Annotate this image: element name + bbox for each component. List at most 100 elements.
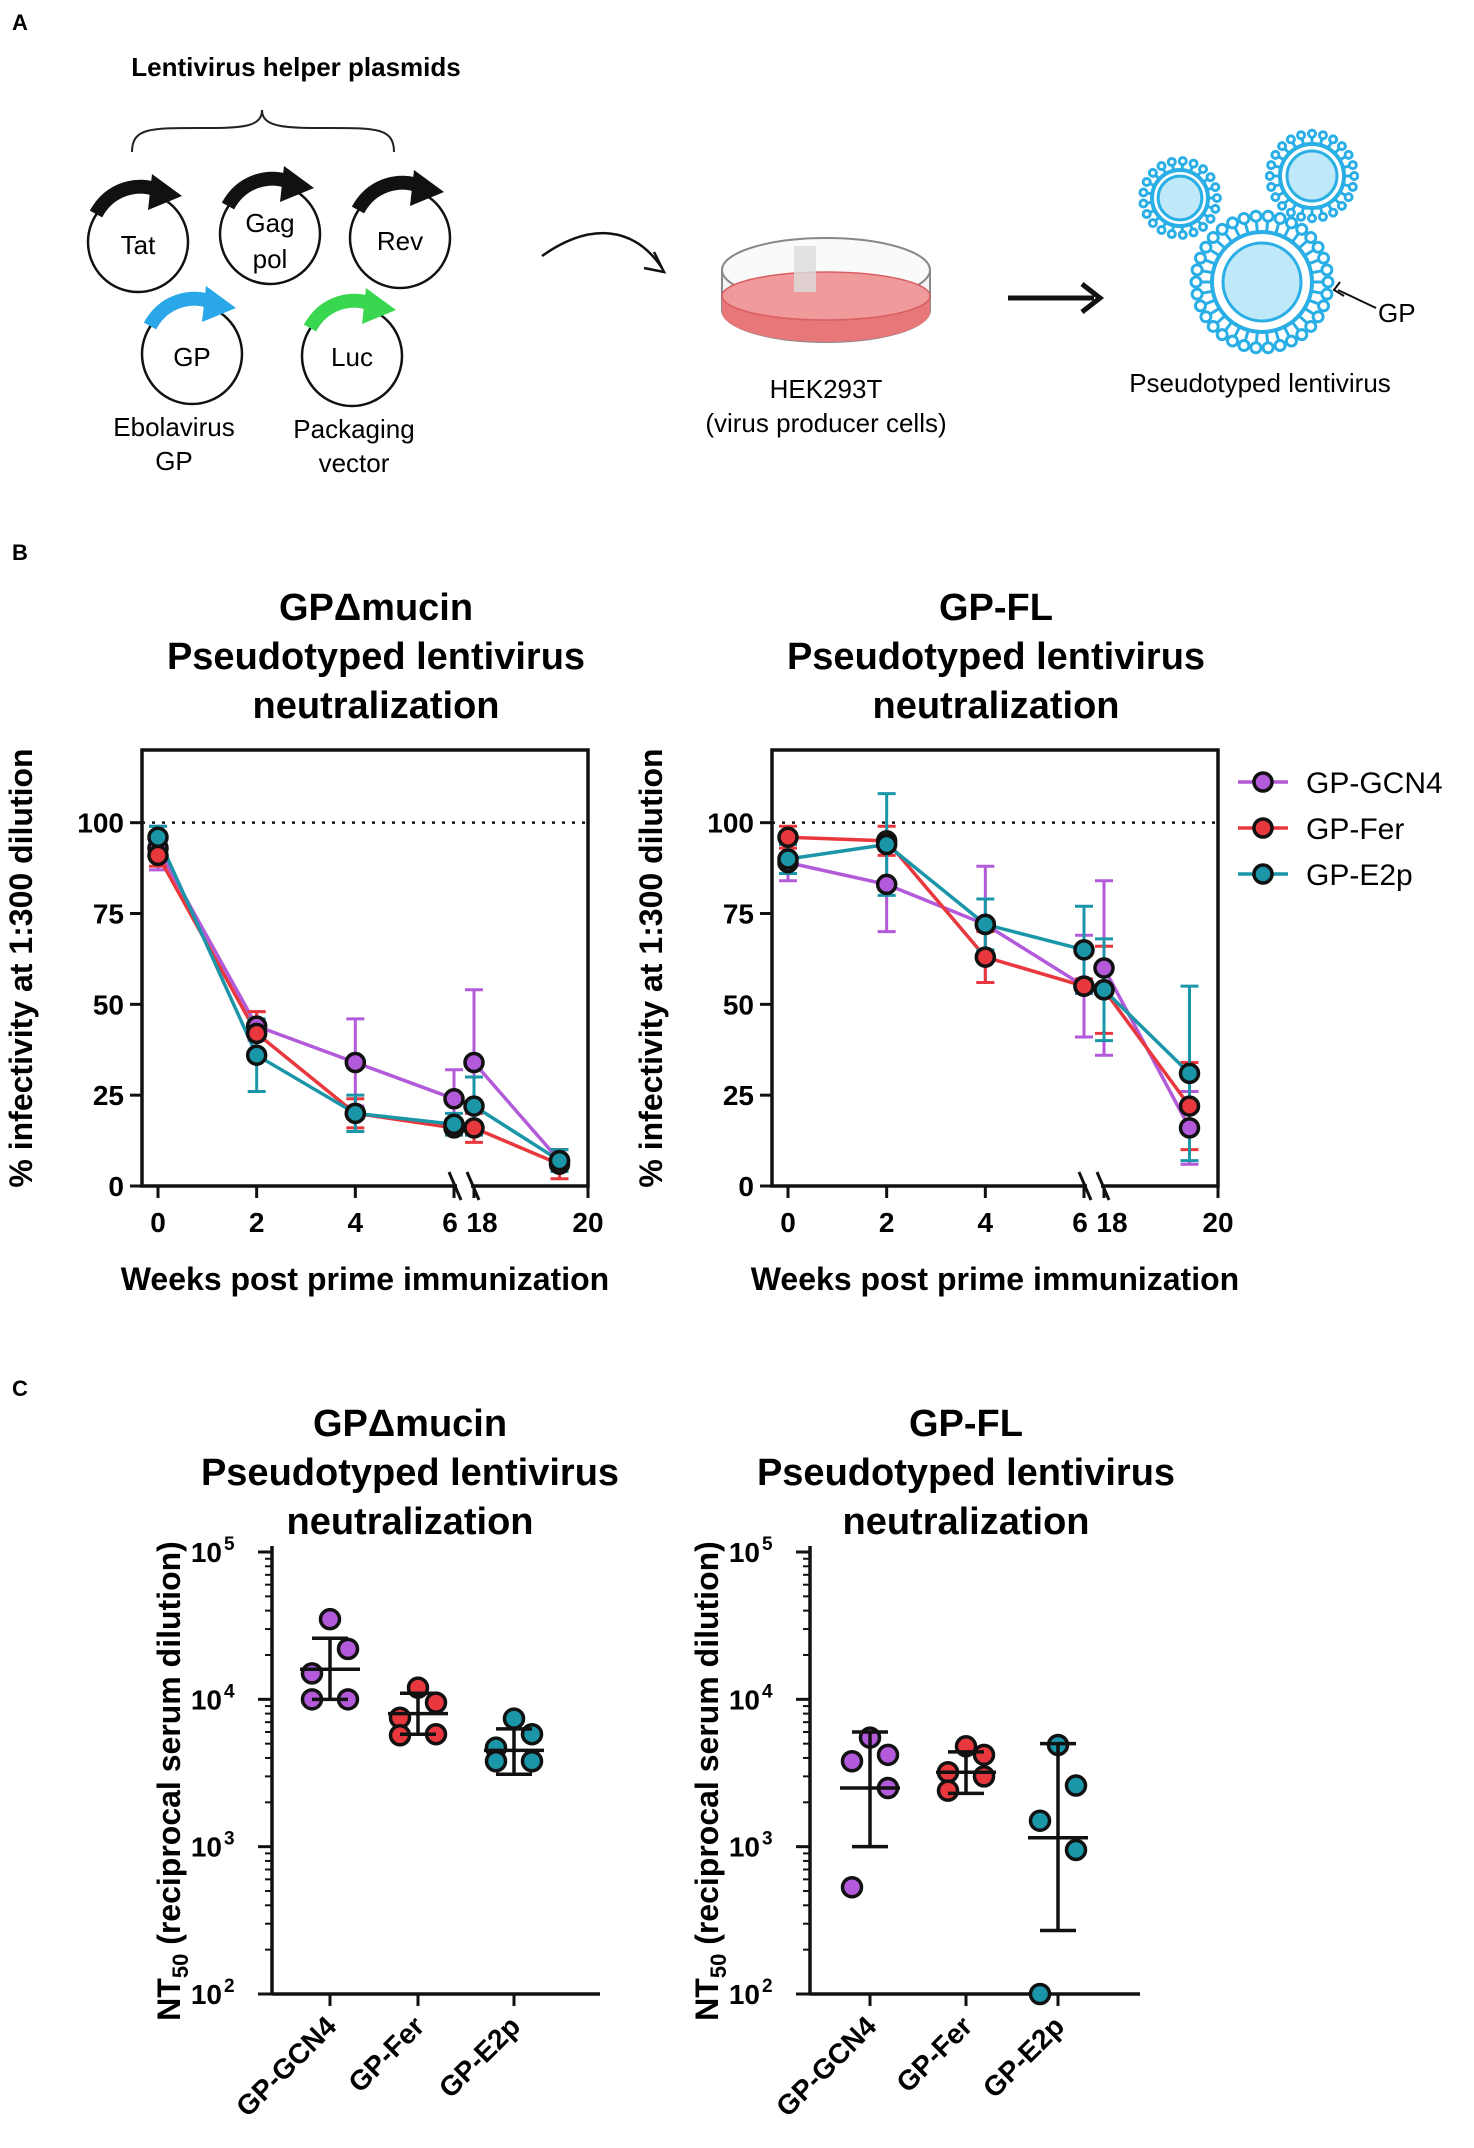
y-tick-exponent: 3 — [224, 1829, 235, 1850]
data-point-gp-e2p — [1178, 1062, 1201, 1085]
y-tick-label: 75 — [93, 899, 124, 930]
petri-dish-icon — [721, 237, 931, 343]
data-point-gp-e2p — [502, 1707, 526, 1730]
data-point-gp-gcn4 — [344, 1051, 367, 1074]
data-point-gp-fer — [424, 1691, 448, 1714]
plot-frame — [140, 748, 590, 1188]
data-point-gp-gcn4 — [840, 1749, 864, 1773]
data-point-gp-fer — [463, 1117, 485, 1139]
x-axis-label: Weeks post prime immunization — [121, 1261, 609, 1297]
y-tick-label: 10 — [729, 1684, 760, 1715]
panel-label-a: A — [12, 10, 28, 35]
y-tick-label: 100 — [707, 808, 754, 839]
axis-break-mark — [447, 1171, 463, 1201]
data-point-gp-fer — [974, 946, 997, 968]
data-point-gp-fer — [1178, 1095, 1201, 1117]
y-tick-exponent: 4 — [762, 1681, 773, 1702]
data-point-gp-fer — [777, 826, 799, 848]
x-category-label: GP-GCN4 — [770, 2010, 882, 2122]
panel-c: C GPΔmucin Pseudotyped lentivirus neutrali… — [12, 1376, 1175, 2122]
y-tick-label: 10 — [729, 1537, 760, 1568]
panel-b: B GPΔmucin Pseudotyped lentivirus neutrali… — [3, 540, 1443, 1297]
data-point-gp-e2p — [974, 913, 997, 936]
data-point-gp-e2p — [777, 848, 799, 870]
legend-marker — [1252, 817, 1274, 839]
data-point-gp-fer — [245, 1022, 268, 1045]
legend-marker — [1252, 771, 1274, 793]
rev-plasmid: Rev — [348, 170, 452, 290]
y-tick-label: 10 — [729, 1832, 760, 1863]
pseudotyped-virus-icons — [1138, 128, 1360, 355]
series-line-gp-e2p — [156, 836, 455, 1126]
rev-label: Rev — [377, 226, 423, 256]
gag-label: Gag — [245, 208, 294, 238]
series-line-gp-gcn4 — [156, 847, 455, 1101]
tat-plasmid: Tat — [86, 174, 190, 294]
axis-break-mark — [465, 1171, 481, 1201]
x-tick-label: 18 — [1096, 1207, 1127, 1238]
ebolavirus-caption: Ebolavirus — [113, 412, 234, 442]
panel-a: A Lentivirus helper plasmids Tat Gag pol… — [12, 10, 1416, 478]
chart-title-line: GPΔmucin — [313, 1403, 507, 1445]
data-point-gp-e2p — [484, 1749, 508, 1773]
data-point-gp-e2p — [1064, 1838, 1088, 1862]
x-tick-label: 6 — [442, 1207, 458, 1238]
legend-label: GP-Fer — [1306, 813, 1404, 846]
data-point-gp-gcn4 — [336, 1637, 360, 1661]
luc-label: Luc — [331, 342, 373, 372]
x-tick-label: 4 — [978, 1207, 994, 1238]
chart-c-left: GPΔmucin Pseudotyped lentivirus neutraliza… — [151, 1403, 619, 2122]
gp-plasmid-label: GP — [173, 342, 211, 372]
y-tick-label: 100 — [77, 808, 124, 839]
vector-caption: vector — [319, 448, 390, 478]
x-tick-label: 0 — [150, 1207, 166, 1238]
y-tick-exponent: 2 — [762, 1976, 773, 1997]
y-tick-label: 10 — [729, 1979, 760, 2010]
y-tick-label: 10 — [191, 1979, 222, 2010]
y-tick-label: 0 — [738, 1171, 754, 1202]
data-point-gp-fer — [972, 1743, 996, 1767]
packaging-caption: Packaging — [293, 414, 414, 444]
y-tick-label: 75 — [723, 899, 754, 930]
helper-brace — [131, 109, 395, 153]
x-category-label: GP-Fer — [890, 2010, 978, 2098]
data-point-gp-e2p — [548, 1149, 571, 1172]
series-line-gp-gcn4 — [787, 860, 1085, 988]
data-point-gp-e2p — [1093, 979, 1115, 1001]
chart-title-line: neutralization — [252, 685, 499, 727]
y-tick-label: 10 — [191, 1684, 222, 1715]
data-point-gp-fer — [972, 1765, 996, 1788]
chart-legend: GP-GCN4 GP-Fer GP-E2p — [1238, 767, 1443, 892]
y-axis-label: NT50 (reciprocal serum dilution) — [151, 1541, 193, 2021]
chart-title-line: Pseudotyped lentivirus — [167, 636, 585, 678]
chart-title-line: GP-FL — [909, 1403, 1023, 1445]
data-point-gp-e2p — [463, 1095, 485, 1117]
data-point-gp-e2p — [1028, 1982, 1052, 2006]
chart-c-right: GP-FL Pseudotyped lentivirus neutralizatio… — [689, 1403, 1175, 2122]
data-point-gp-e2p — [147, 826, 169, 848]
data-point-gp-e2p — [1064, 1774, 1088, 1797]
plot-frame — [770, 748, 1220, 1188]
helper-title: Lentivirus helper plasmids — [131, 52, 460, 82]
axis-break-mark — [1095, 1171, 1111, 1201]
panel-label-b: B — [12, 540, 28, 565]
data-point-gp-e2p — [1028, 1809, 1052, 1832]
ebolavirus-gp-caption: GP — [155, 446, 193, 476]
data-point-gp-fer — [936, 1779, 960, 1802]
data-point-gp-gcn4 — [840, 1876, 864, 1899]
axis-break-mark — [1077, 1171, 1093, 1201]
x-tick-label: 20 — [572, 1207, 603, 1238]
chart-title-line: neutralization — [872, 685, 1119, 727]
chart-title-line: Pseudotyped lentivirus — [787, 636, 1205, 678]
panel-label-c: C — [12, 1376, 28, 1401]
hek293t-label: HEK293T — [770, 374, 883, 404]
x-tick-label: 2 — [249, 1207, 265, 1238]
chart-title-line: neutralization — [842, 1501, 1089, 1543]
data-point-gp-gcn4 — [318, 1607, 342, 1631]
chart-b-left: GPΔmucin Pseudotyped lentivirus neutraliza… — [3, 587, 609, 1297]
x-axis-label: Weeks post prime immunization — [751, 1261, 1239, 1297]
y-tick-label: 25 — [723, 1080, 754, 1111]
x-tick-label: 18 — [466, 1207, 497, 1238]
chart-title-line: GPΔmucin — [279, 587, 473, 629]
